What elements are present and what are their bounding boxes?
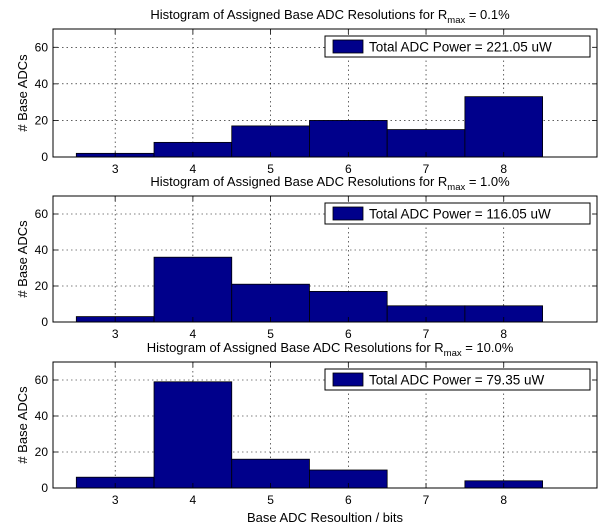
legend: Total ADC Power = 116.05 uW bbox=[324, 202, 591, 225]
y-tick-label: 20 bbox=[35, 113, 49, 127]
x-tick-label: 8 bbox=[500, 162, 507, 176]
x-tick-label: 4 bbox=[190, 327, 197, 341]
legend-box bbox=[324, 35, 591, 58]
x-tick-label: 7 bbox=[423, 493, 430, 507]
chart-title-prefix: Histogram of Assigned Base ADC Resolutio… bbox=[147, 340, 444, 355]
bar bbox=[309, 290, 388, 323]
bar bbox=[153, 256, 233, 323]
x-tick-label: 3 bbox=[112, 493, 119, 507]
y-tick-label: 0 bbox=[41, 150, 48, 164]
axes-box bbox=[52, 361, 598, 489]
x-tick-label: 4 bbox=[190, 162, 197, 176]
x-tick-label: 5 bbox=[267, 327, 274, 341]
legend-label: Total ADC Power = 221.05 uW bbox=[369, 40, 552, 55]
chart-title: Histogram of Assigned Base ADC Resolutio… bbox=[147, 340, 514, 359]
chart-title-prefix: Histogram of Assigned Base ADC Resolutio… bbox=[150, 174, 447, 189]
y-tick-label: 60 bbox=[35, 40, 49, 54]
y-tick-label: 20 bbox=[35, 445, 49, 459]
axes-box bbox=[52, 28, 598, 158]
chart-title-subscript: max bbox=[447, 15, 465, 26]
x-tick-label: 5 bbox=[267, 162, 274, 176]
y-tick-label: 0 bbox=[41, 315, 48, 329]
y-tick-label: 20 bbox=[35, 279, 49, 293]
chart-title-suffix: = 0.1% bbox=[465, 7, 510, 22]
x-tick-label: 6 bbox=[345, 493, 352, 507]
y-tick-label: 0 bbox=[41, 481, 48, 495]
chart-title: Histogram of Assigned Base ADC Resolutio… bbox=[150, 7, 510, 26]
legend: Total ADC Power = 221.05 uW bbox=[324, 35, 591, 58]
y-axis-label: # Base ADCs bbox=[15, 220, 30, 298]
bar bbox=[231, 125, 310, 158]
legend-swatch bbox=[332, 206, 364, 221]
x-tick-label: 4 bbox=[190, 493, 197, 507]
x-tick-label: 7 bbox=[423, 162, 430, 176]
y-tick-label: 60 bbox=[35, 207, 49, 221]
panel-2: 3 4 5 6 7 8 0 20 40 60 Histogram of Assigned Base … bbox=[15, 174, 598, 341]
x-axis-label: Base ADC Resoultion / bits bbox=[247, 510, 404, 525]
y-tick-label: 40 bbox=[35, 409, 49, 423]
y-axis-label: # Base ADCs bbox=[15, 54, 30, 132]
legend-box bbox=[324, 202, 591, 225]
x-tick-label: 6 bbox=[345, 327, 352, 341]
chart-title-subscript: max bbox=[447, 182, 465, 193]
x-tick-label: 6 bbox=[345, 162, 352, 176]
bar bbox=[309, 120, 388, 158]
bar bbox=[464, 96, 543, 158]
panel-1: 3 4 5 6 7 8 0 20 40 60 Histogram of Assigned Base … bbox=[15, 7, 598, 176]
chart-title-suffix: = 10.0% bbox=[462, 340, 514, 355]
legend-swatch bbox=[332, 372, 364, 387]
y-axis-label: # Base ADCs bbox=[15, 386, 30, 464]
legend-label: Total ADC Power = 116.05 uW bbox=[369, 207, 551, 222]
legend-box bbox=[324, 368, 591, 391]
chart-title-suffix: = 1.0% bbox=[465, 174, 510, 189]
y-tick-label: 60 bbox=[35, 373, 49, 387]
x-tick-label: 8 bbox=[500, 493, 507, 507]
bar bbox=[153, 381, 233, 489]
x-tick-label: 3 bbox=[112, 162, 119, 176]
legend-swatch bbox=[332, 39, 364, 54]
panel-3: 3 4 5 6 7 8 0 20 40 60 Histogram of Assigned Base … bbox=[15, 340, 598, 525]
x-tick-label: 5 bbox=[267, 493, 274, 507]
x-tick-label: 7 bbox=[423, 327, 430, 341]
chart-title: Histogram of Assigned Base ADC Resolutio… bbox=[150, 174, 510, 193]
x-tick-label: 8 bbox=[500, 327, 507, 341]
axes-box bbox=[52, 195, 598, 323]
legend-label: Total ADC Power = 79.35 uW bbox=[369, 373, 544, 388]
y-tick-label: 40 bbox=[35, 243, 49, 257]
chart-title-prefix: Histogram of Assigned Base ADC Resolutio… bbox=[150, 7, 447, 22]
y-tick-label: 40 bbox=[35, 77, 49, 91]
chart-title-subscript: max bbox=[444, 348, 462, 359]
x-tick-label: 3 bbox=[112, 327, 119, 341]
legend: Total ADC Power = 79.35 uW bbox=[324, 368, 591, 391]
bar bbox=[231, 283, 310, 323]
